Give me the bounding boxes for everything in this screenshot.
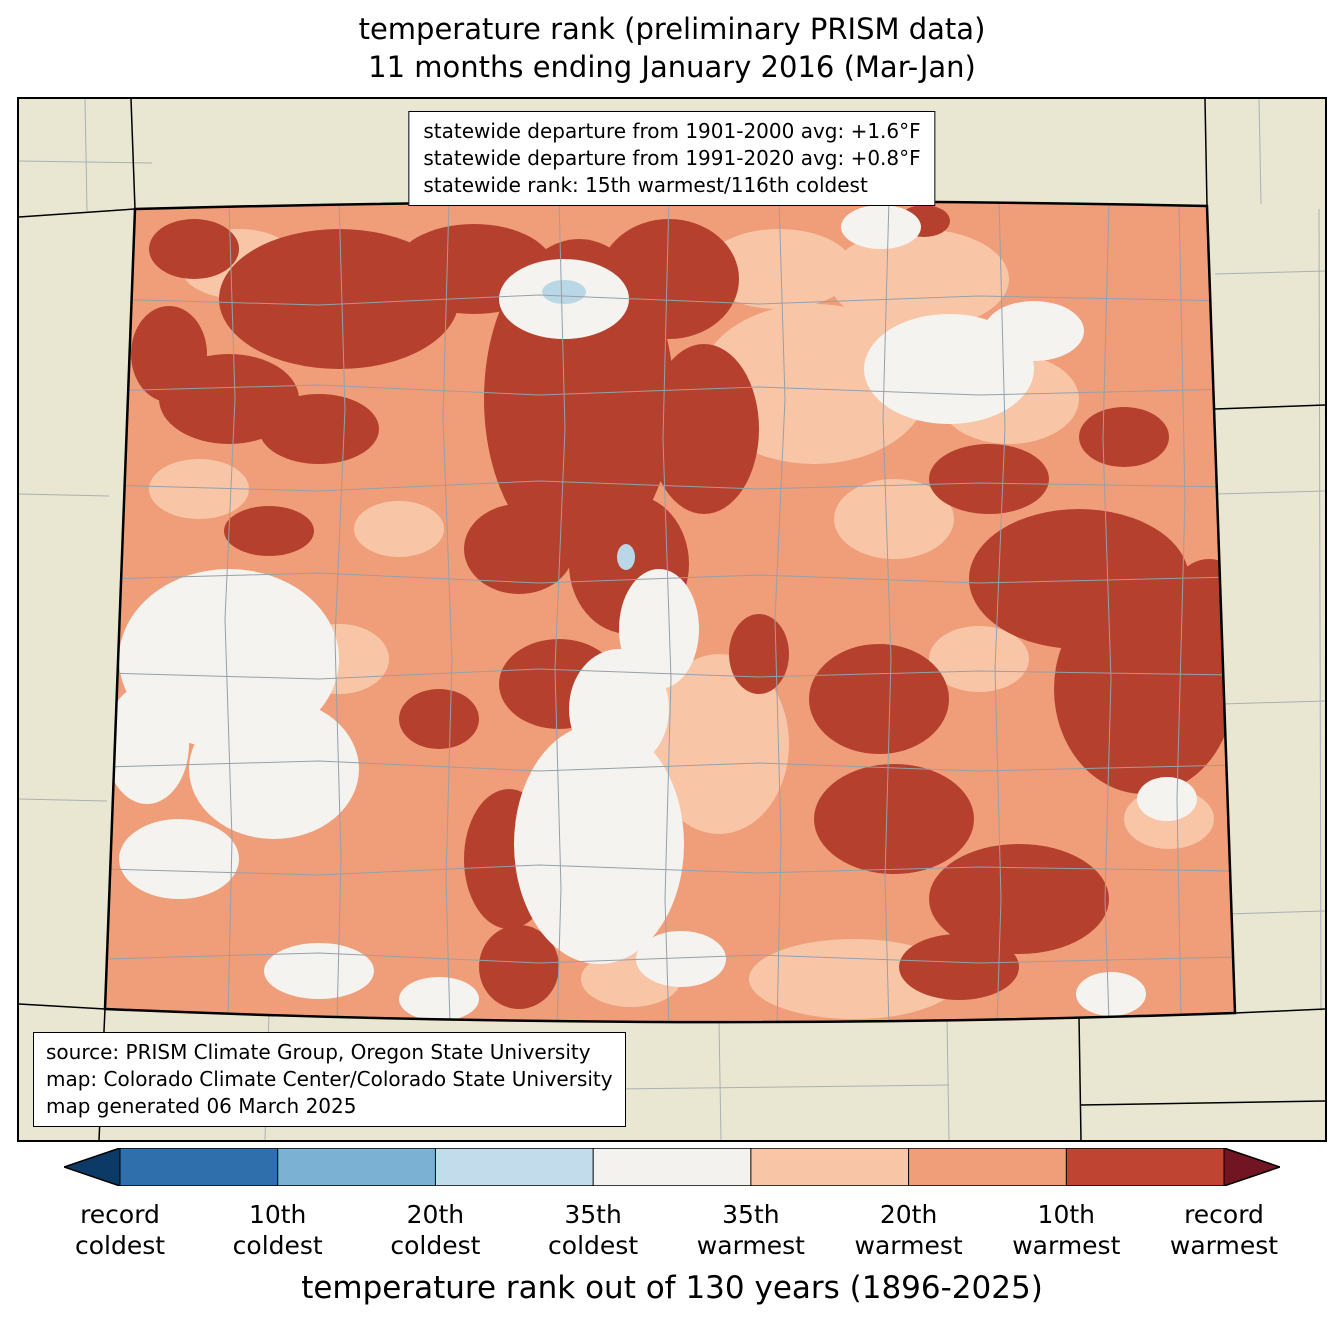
source-line: map generated 06 March 2025 — [46, 1094, 357, 1118]
county-lines — [105, 201, 1235, 1023]
map: statewide departure from 1901-2000 avg: … — [17, 97, 1327, 1142]
source-line: source: PRISM Climate Group, Oregon Stat… — [46, 1040, 591, 1064]
colorbar-dividers — [119, 1148, 1225, 1186]
colorbar-tick-label: record coldest — [74, 1200, 166, 1260]
colorbar-segment — [1066, 1148, 1224, 1186]
source-box: source: PRISM Climate Group, Oregon Stat… — [33, 1032, 626, 1127]
colorbar-arrow-record-coldest — [64, 1148, 120, 1186]
colorbar-caption: temperature rank out of 130 years (1896-… — [301, 1270, 1043, 1306]
colorbar-arrow-record-warmest — [1224, 1148, 1280, 1186]
stats-line: statewide departure from 1901-2000 avg: … — [423, 119, 921, 143]
colorbar-tick-label: 20th coldest — [390, 1200, 481, 1260]
colorbar-scale — [64, 1148, 1280, 1186]
colorbar-segment — [435, 1148, 594, 1186]
figure-title: temperature rank (preliminary PRISM data… — [0, 10, 1344, 87]
colorbar-tick-label: 35th warmest — [696, 1200, 805, 1260]
stats-line: statewide departure from 1991-2020 avg: … — [423, 146, 921, 170]
colorbar-tick-label: 35th coldest — [548, 1200, 639, 1260]
colorbar-segment — [277, 1148, 436, 1186]
colorbar-tick-label: record warmest — [1169, 1200, 1279, 1260]
colorbar-segment — [593, 1148, 752, 1186]
source-line: map: Colorado Climate Center/Colorado St… — [46, 1067, 613, 1091]
colorbar-labels: record coldest 10th coldest 20th coldest 35… — [64, 1200, 1280, 1270]
colorbar-segment — [908, 1148, 1067, 1186]
colorado-map-art — [19, 99, 1325, 1140]
colorbar-tick-label: 10th coldest — [232, 1200, 323, 1260]
lake-patches — [542, 280, 635, 570]
colorbar-segment — [750, 1148, 910, 1186]
colorbar: record coldest 10th coldest 20th coldest 35… — [64, 1148, 1280, 1278]
title-line-1: temperature rank (preliminary PRISM data… — [358, 12, 986, 46]
colorbar-segment — [120, 1148, 279, 1186]
title-line-2: 11 months ending January 2016 (Mar-Jan) — [368, 50, 976, 85]
stats-line: statewide rank: 15th warmest/116th colde… — [423, 173, 868, 197]
stats-box: statewide departure from 1901-2000 avg: … — [408, 111, 936, 206]
colorbar-tick-label: 10th warmest — [1012, 1200, 1121, 1260]
colorbar-tick-label: 20th warmest — [854, 1200, 963, 1260]
near-normal-patches — [105, 205, 1197, 1021]
